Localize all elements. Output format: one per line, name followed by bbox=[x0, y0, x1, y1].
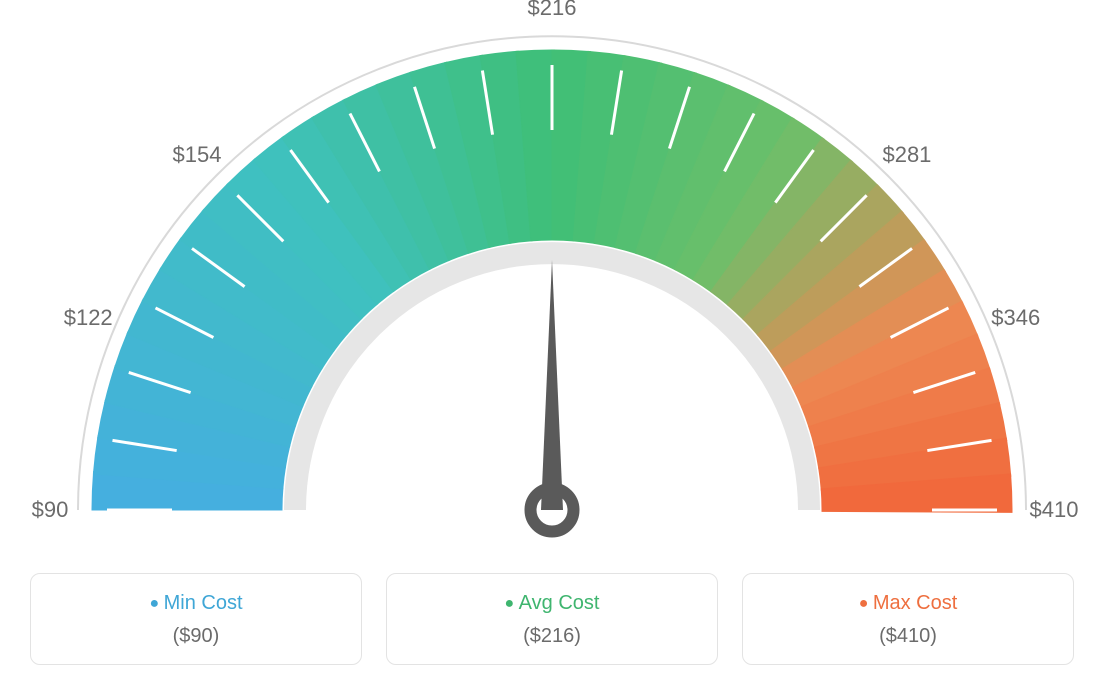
legend-card-min: Min Cost ($90) bbox=[30, 573, 362, 665]
legend-card-avg: Avg Cost ($216) bbox=[386, 573, 718, 665]
legend-label-max: Max Cost bbox=[753, 592, 1063, 615]
gauge-svg bbox=[0, 0, 1104, 560]
gauge-tick-label: $410 bbox=[1030, 497, 1079, 523]
legend-label-avg: Avg Cost bbox=[397, 592, 707, 615]
cost-gauge: $90 $122 $154 $216 $281 $346 $410 bbox=[0, 0, 1104, 560]
gauge-tick-label: $216 bbox=[528, 0, 577, 21]
legend-value-avg: ($216) bbox=[397, 625, 707, 648]
legend-value-min: ($90) bbox=[41, 625, 351, 648]
gauge-tick-label: $90 bbox=[32, 497, 69, 523]
legend-label-min: Min Cost bbox=[41, 592, 351, 615]
gauge-tick-label: $122 bbox=[64, 305, 113, 331]
gauge-tick-label: $281 bbox=[882, 142, 931, 168]
legend-row: Min Cost ($90) Avg Cost ($216) Max Cost … bbox=[30, 573, 1074, 665]
gauge-tick-label: $154 bbox=[173, 142, 222, 168]
gauge-tick-label: $346 bbox=[991, 305, 1040, 331]
legend-value-max: ($410) bbox=[753, 625, 1063, 648]
legend-card-max: Max Cost ($410) bbox=[742, 573, 1074, 665]
